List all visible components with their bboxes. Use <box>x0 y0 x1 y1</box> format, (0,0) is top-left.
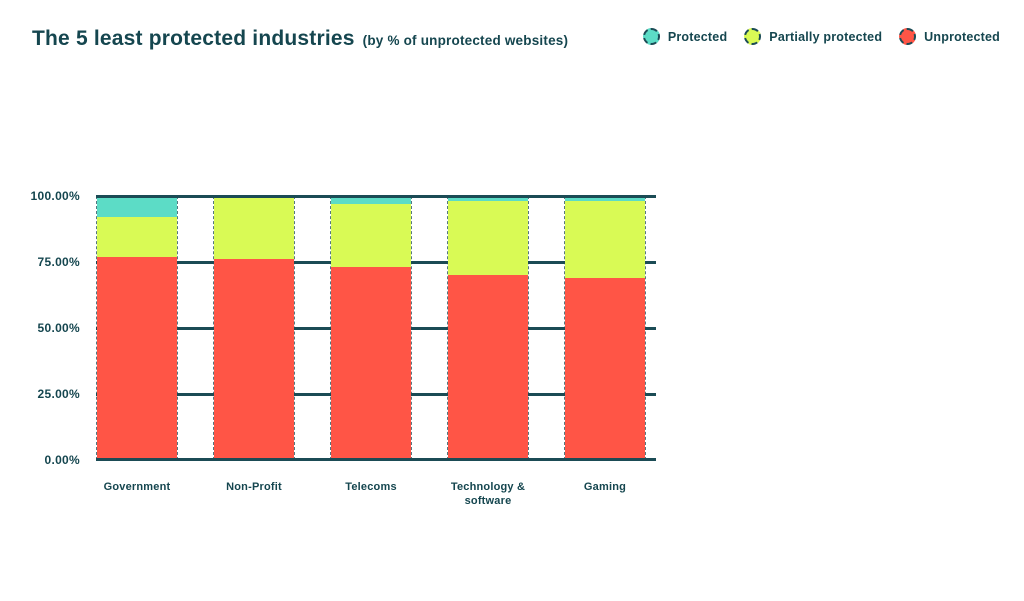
x-label-telecoms: Telecoms <box>345 481 397 493</box>
x-axis-line <box>96 458 656 461</box>
legend-item-partially-protected: Partially protected <box>744 28 882 45</box>
bar-technology-software <box>447 196 529 460</box>
chart-subtitle: (by % of unprotected websites) <box>362 33 569 48</box>
legend-item-protected: Protected <box>642 28 728 45</box>
segment-partially-protected-telecoms <box>331 203 411 268</box>
legend: Protected Partially protected Unprotected <box>642 28 1000 45</box>
segment-partially-protected-technology-software <box>448 201 528 276</box>
segment-unprotected-telecoms <box>331 267 411 460</box>
segment-protected-technology-software <box>448 196 528 202</box>
y-tick-0: 0.00% <box>44 453 80 467</box>
segment-unprotected-gaming <box>565 277 645 460</box>
x-label-government: Government <box>103 481 171 493</box>
x-label-gaming: Gaming <box>583 481 627 493</box>
bar-government <box>96 196 178 460</box>
legend-swatch-icon <box>744 28 762 45</box>
plot-area <box>96 195 656 461</box>
segment-protected-government <box>97 196 177 218</box>
segment-partially-protected-government <box>97 217 177 257</box>
segment-unprotected-non-profit <box>214 259 294 460</box>
segment-partially-protected-non-profit <box>214 196 294 260</box>
chart-title: The 5 least protected industries <box>32 27 355 50</box>
segment-unprotected-technology-software <box>448 275 528 460</box>
legend-item-unprotected: Unprotected <box>899 28 1000 45</box>
segment-partially-protected-gaming <box>565 201 645 278</box>
legend-swatch-icon <box>642 28 660 45</box>
bar-telecoms <box>330 196 412 460</box>
legend-label: Partially protected <box>769 29 883 44</box>
segment-protected-gaming <box>565 196 645 202</box>
legend-label: Protected <box>667 29 728 44</box>
y-tick-50: 50.00% <box>37 321 80 335</box>
segment-unprotected-government <box>97 256 177 460</box>
x-label-technology-software: Technology & software <box>450 481 526 507</box>
bar-non-profit <box>213 196 295 460</box>
segment-protected-telecoms <box>331 196 411 204</box>
x-label-non-profit: Non-Profit <box>226 481 282 493</box>
gridline-100 <box>96 195 656 198</box>
bar-gaming <box>564 196 646 460</box>
chart-header: The 5 least protected industries (by % o… <box>32 27 568 51</box>
y-tick-25: 25.00% <box>37 387 80 401</box>
legend-swatch-icon <box>899 28 917 45</box>
y-tick-100: 100.00% <box>30 189 80 203</box>
legend-label: Unprotected <box>924 29 1000 44</box>
y-tick-75: 75.00% <box>37 255 80 269</box>
